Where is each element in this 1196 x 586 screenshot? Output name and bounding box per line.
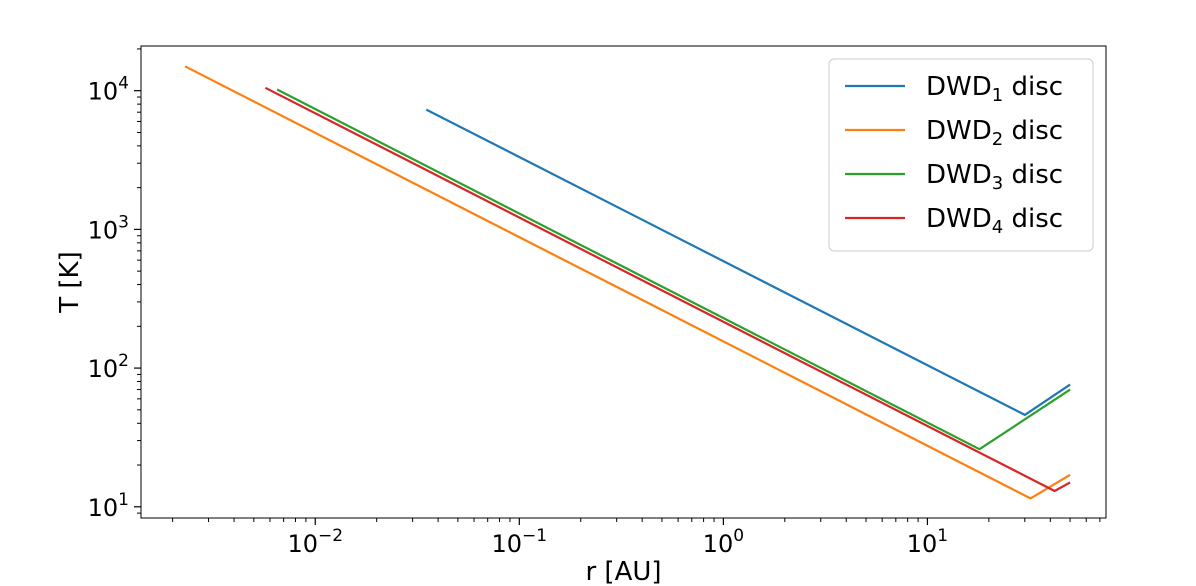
y-tick-label: 104 <box>88 74 129 106</box>
legend-label: DWD4 disc <box>926 204 1063 238</box>
legend-label: DWD3 disc <box>926 160 1063 194</box>
series-layer <box>184 65 1071 500</box>
series-line-4 <box>264 86 1071 493</box>
x-axis-label: r [AU] <box>585 557 661 586</box>
y-tick-label: 101 <box>88 490 129 522</box>
legend: DWD1 disc DWD2 disc DWD3 disc DWD4 disc <box>828 58 1094 252</box>
legend-label: DWD1 disc <box>926 72 1063 106</box>
series-line-2 <box>184 65 1071 500</box>
y-axis-label: T [K] <box>55 251 85 313</box>
plot-frame <box>140 45 1107 519</box>
x-tick-label: 101 <box>907 526 948 558</box>
ticks-layer: 10−2 10−1 100 101 101 102 103 104 <box>88 48 1101 558</box>
series-line-3 <box>276 88 1071 451</box>
y-tick-label: 102 <box>88 351 129 383</box>
series-line-1 <box>425 108 1071 416</box>
x-tick-label: 100 <box>703 526 744 558</box>
legend-frame <box>828 58 1094 252</box>
legend-label: DWD2 disc <box>926 116 1063 150</box>
x-tick-label: 10−2 <box>287 526 343 558</box>
y-tick-label: 103 <box>88 212 129 244</box>
x-tick-label: 10−1 <box>492 526 548 558</box>
